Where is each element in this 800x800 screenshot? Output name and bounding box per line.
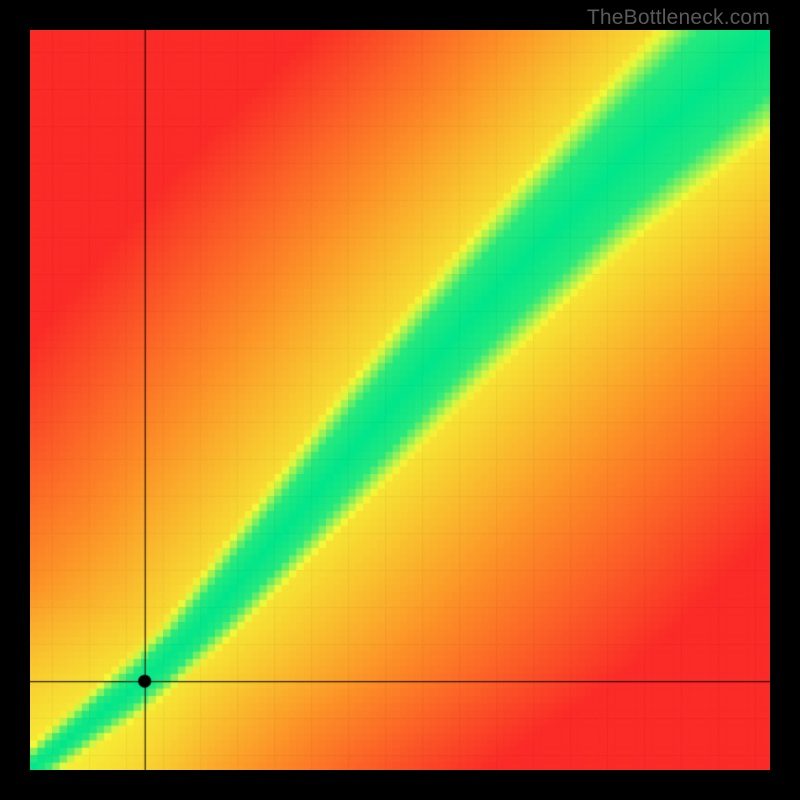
bottleneck-heatmap bbox=[30, 30, 770, 770]
heatmap-canvas bbox=[30, 30, 770, 770]
watermark-text: TheBottleneck.com bbox=[587, 6, 770, 30]
